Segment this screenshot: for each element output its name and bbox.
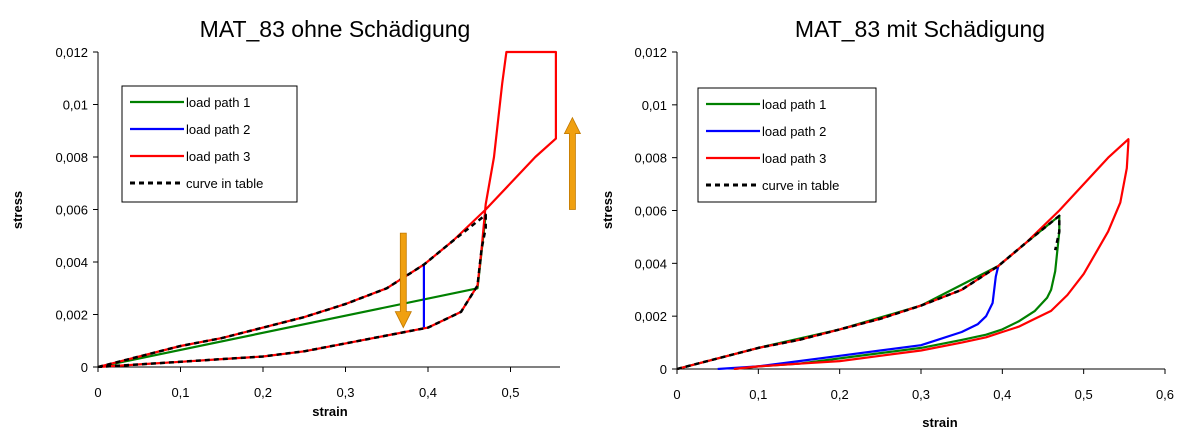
x-tick-label: 0,1 — [749, 387, 767, 402]
legend-label-curve-in-table: curve in table — [762, 178, 839, 193]
x-tick-label: 0,5 — [1075, 387, 1093, 402]
y-tick-label: 0,01 — [63, 98, 88, 113]
y-tick-label: 0,008 — [634, 151, 667, 166]
x-tick-label: 0,3 — [336, 385, 354, 400]
x-tick-label: 0,2 — [254, 385, 272, 400]
chart-panel-right: MAT_83 mit Schädigung 0 0,002 0,004 0,006 0,0… — [590, 0, 1189, 436]
series-line-load-path-3 — [677, 138, 1130, 370]
y-tick-label: 0,006 — [634, 204, 667, 219]
legend-label-curve-in-table: curve in table — [186, 176, 263, 191]
annotation-arrow-up — [563, 116, 582, 210]
legend-label-load-path-2: load path 2 — [762, 124, 826, 139]
x-tick-label: 0,3 — [912, 387, 930, 402]
x-tick-label: 0,4 — [419, 385, 437, 400]
chart-title: MAT_83 ohne Schädigung — [200, 16, 471, 42]
x-axis-label: strain — [312, 404, 347, 419]
y-tick-label: 0,012 — [55, 45, 88, 60]
y-tick-label: 0 — [81, 360, 88, 375]
chart-right: MAT_83 mit Schädigung 0 0,002 0,004 0,006 0,0… — [600, 16, 1174, 430]
x-tick-label: 0,1 — [171, 385, 189, 400]
x-tick-label: 0,2 — [831, 387, 849, 402]
x-tick-label: 0 — [94, 385, 101, 400]
y-tick-label: 0,006 — [55, 203, 88, 218]
y-tick-label: 0 — [660, 362, 667, 377]
legend-box — [697, 87, 877, 203]
legend-label-load-path-1: load path 1 — [186, 95, 250, 110]
series-line-curve-in-table — [98, 213, 487, 368]
series-line-load-path-1 — [677, 214, 1061, 370]
series-line-load-path-1 — [98, 214, 487, 368]
y-tick-label: 0,008 — [55, 150, 88, 165]
series-line-load-path-2 — [717, 265, 1000, 370]
series-line-curve-in-table — [677, 214, 1061, 370]
chart-left: MAT_83 ohne Schädigung 0 0,002 0,004 0,006 0,… — [10, 16, 582, 419]
x-tick-label: 0,5 — [501, 385, 519, 400]
legend-label-load-path-3: load path 3 — [762, 151, 826, 166]
y-tick-label: 0,012 — [634, 45, 667, 60]
y-axis-label: stress — [600, 191, 615, 229]
x-tick-label: 0,4 — [993, 387, 1011, 402]
y-tick-label: 0,01 — [642, 98, 667, 113]
y-axis-label: stress — [10, 191, 25, 229]
legend-label-load-path-3: load path 3 — [186, 149, 250, 164]
x-axis-label: strain — [922, 415, 957, 430]
y-tick-label: 0,002 — [55, 308, 88, 323]
y-tick-label: 0,002 — [634, 309, 667, 324]
legend-label-load-path-2: load path 2 — [186, 122, 250, 137]
legend-label-load-path-1: load path 1 — [762, 97, 826, 112]
y-tick-label: 0,004 — [634, 256, 667, 271]
chart-panel-left: MAT_83 ohne Schädigung 0 0,002 0,004 0,006 0,… — [0, 0, 600, 436]
y-tick-label: 0,004 — [55, 255, 88, 270]
x-tick-label: 0 — [673, 387, 680, 402]
x-tick-label: 0,6 — [1156, 387, 1174, 402]
chart-title: MAT_83 mit Schädigung — [795, 16, 1045, 42]
annotation-arrow-down — [394, 232, 412, 329]
